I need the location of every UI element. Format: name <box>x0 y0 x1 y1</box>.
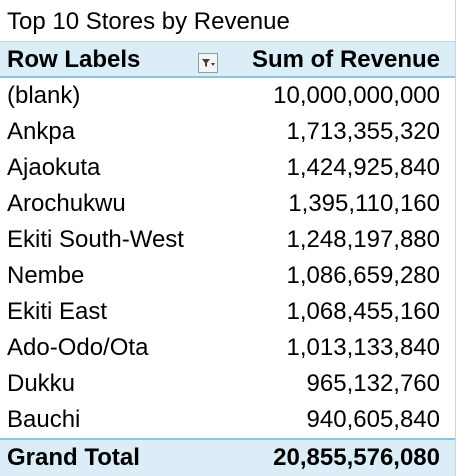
store-name: Ankpa <box>7 118 76 145</box>
grand-total-value: 20,855,576,080 <box>273 444 440 471</box>
store-revenue: 1,086,659,280 <box>286 262 440 289</box>
pivot-row[interactable]: Ado-Odo/Ota 1,013,133,840 <box>0 330 455 366</box>
store-revenue: 1,424,925,840 <box>286 154 440 181</box>
pivot-row[interactable]: Ekiti East 1,068,455,160 <box>0 294 455 330</box>
store-revenue: 1,395,110,160 <box>288 190 440 217</box>
store-revenue: 1,068,455,160 <box>286 298 440 325</box>
store-name: Ekiti South-West <box>7 226 184 253</box>
pivot-table: Row Labels Sum of Revenue (blank) 10,000,… <box>0 42 455 476</box>
pivot-row[interactable]: Ekiti South-West 1,248,197,880 <box>0 222 455 258</box>
pivot-row[interactable]: (blank) 10,000,000,000 <box>0 78 455 114</box>
store-name: Dukku <box>7 370 76 397</box>
store-name: Bauchi <box>7 406 81 433</box>
pivot-row[interactable]: Bauchi 940,605,840 <box>0 402 455 438</box>
store-name: Ekiti East <box>7 298 108 325</box>
row-labels-header[interactable]: Row Labels <box>7 46 141 73</box>
pivot-row[interactable]: Nembe 1,086,659,280 <box>0 258 455 294</box>
pivot-row[interactable]: Ankpa 1,713,355,320 <box>0 114 455 150</box>
store-name: Ajaokuta <box>7 154 101 181</box>
store-name: Arochukwu <box>7 190 126 217</box>
store-name: Nembe <box>7 262 85 289</box>
pivot-title: Top 10 Stores by Revenue <box>7 8 290 35</box>
sum-of-revenue-header[interactable]: Sum of Revenue <box>251 46 440 73</box>
store-revenue: 10,000,000,000 <box>273 82 440 109</box>
title-cell[interactable]: Top 10 Stores by Revenue <box>0 0 455 42</box>
pivot-row[interactable]: Ajaokuta 1,424,925,840 <box>0 150 455 186</box>
pivot-row[interactable]: Dukku 965,132,760 <box>0 366 455 402</box>
grand-total-row[interactable]: Grand Total 20,855,576,080 <box>0 438 455 476</box>
pivot-body: (blank) 10,000,000,000 Ankpa 1,713,355,320 A… <box>0 78 455 438</box>
grand-total-label: Grand Total <box>7 444 140 471</box>
filter-dropdown-icon <box>202 59 215 67</box>
store-name: (blank) <box>7 82 81 109</box>
store-revenue: 1,248,197,880 <box>286 226 440 253</box>
pivot-header-row: Row Labels Sum of Revenue <box>0 42 455 78</box>
store-revenue: 940,605,840 <box>306 406 440 433</box>
store-revenue: 1,713,355,320 <box>286 118 440 145</box>
store-revenue: 965,132,760 <box>306 370 440 397</box>
pivot-row[interactable]: Arochukwu 1,395,110,160 <box>0 186 455 222</box>
column-gridline <box>455 0 456 476</box>
store-revenue: 1,013,133,840 <box>286 334 440 361</box>
row-labels-filter-button[interactable] <box>198 53 218 73</box>
store-name: Ado-Odo/Ota <box>7 334 149 361</box>
